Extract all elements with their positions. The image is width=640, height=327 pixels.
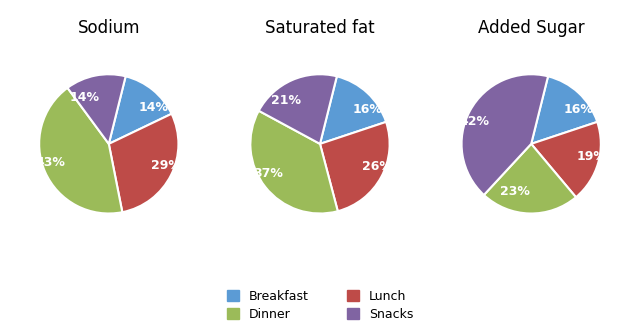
Wedge shape	[259, 74, 337, 144]
Text: 23%: 23%	[500, 185, 530, 198]
Wedge shape	[320, 122, 390, 211]
Wedge shape	[531, 76, 597, 144]
Text: 29%: 29%	[151, 159, 181, 172]
Text: 14%: 14%	[139, 101, 169, 114]
Text: 16%: 16%	[563, 103, 593, 116]
Wedge shape	[531, 122, 601, 197]
Text: 42%: 42%	[460, 115, 490, 128]
Wedge shape	[109, 76, 172, 144]
Wedge shape	[320, 76, 386, 144]
Wedge shape	[484, 144, 576, 214]
Wedge shape	[461, 74, 548, 195]
Text: 21%: 21%	[271, 94, 301, 107]
Text: 16%: 16%	[352, 103, 382, 116]
Wedge shape	[250, 111, 338, 214]
Wedge shape	[67, 74, 125, 144]
Legend: Breakfast, Dinner, Lunch, Snacks: Breakfast, Dinner, Lunch, Snacks	[227, 290, 413, 321]
Title: Sodium: Sodium	[77, 19, 140, 37]
Text: 43%: 43%	[36, 157, 65, 169]
Wedge shape	[109, 114, 179, 212]
Title: Added Sugar: Added Sugar	[478, 19, 584, 37]
Wedge shape	[39, 88, 122, 214]
Text: 14%: 14%	[70, 91, 100, 104]
Title: Saturated fat: Saturated fat	[265, 19, 375, 37]
Text: 26%: 26%	[362, 160, 392, 173]
Text: 19%: 19%	[577, 150, 607, 163]
Text: 37%: 37%	[253, 167, 283, 180]
